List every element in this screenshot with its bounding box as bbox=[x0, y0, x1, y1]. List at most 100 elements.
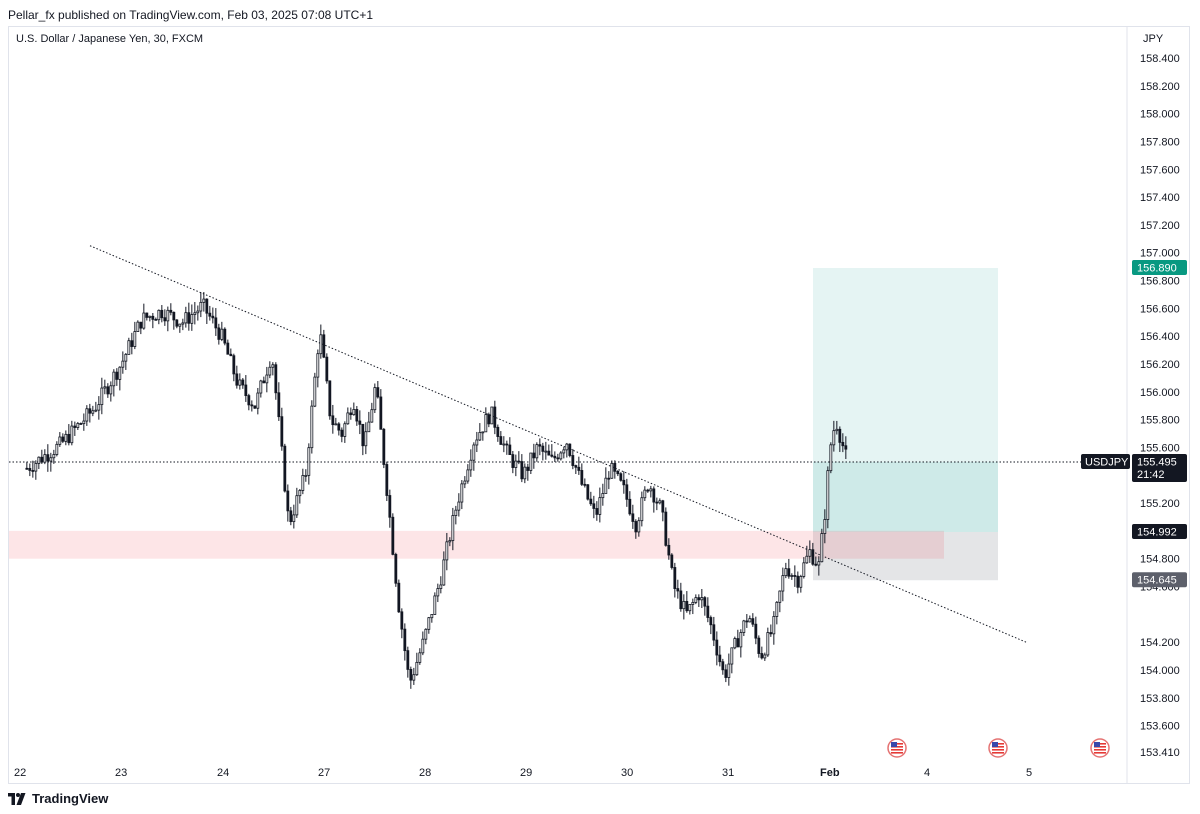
candle-body bbox=[556, 457, 560, 460]
candle-body bbox=[82, 420, 86, 425]
candle-body bbox=[94, 409, 98, 412]
x-tick-label: 30 bbox=[621, 767, 633, 779]
candle-body bbox=[520, 461, 524, 480]
candle-body bbox=[79, 423, 83, 425]
y-tick-label: 155.800 bbox=[1140, 415, 1180, 427]
candle-body bbox=[760, 653, 764, 659]
candle-body bbox=[232, 355, 236, 375]
candle-body bbox=[247, 395, 251, 406]
candle-body bbox=[574, 465, 578, 468]
candle-body bbox=[829, 444, 833, 472]
x-tick-label: 29 bbox=[520, 767, 532, 779]
y-tick-label: 154.800 bbox=[1140, 554, 1180, 566]
us-flag-icon[interactable] bbox=[1090, 738, 1110, 758]
candle-body bbox=[538, 444, 542, 447]
x-tick-label: 27 bbox=[318, 767, 330, 779]
x-tick-label: Feb bbox=[820, 767, 840, 779]
candle-body bbox=[523, 466, 527, 480]
us-flag-icon[interactable] bbox=[988, 738, 1008, 758]
y-tick-label: 157.600 bbox=[1140, 164, 1180, 176]
candle-body bbox=[253, 405, 257, 409]
candle-body bbox=[502, 443, 506, 446]
candle-body bbox=[475, 439, 479, 446]
candle-body bbox=[283, 445, 287, 492]
candle-body bbox=[532, 452, 536, 459]
candle-body bbox=[583, 483, 587, 486]
candle-body bbox=[442, 559, 446, 586]
candle-body bbox=[154, 318, 158, 321]
candle-body bbox=[310, 405, 314, 449]
candle-body bbox=[133, 331, 137, 347]
candle-body bbox=[322, 334, 326, 358]
candle-body bbox=[202, 298, 206, 303]
candle-body bbox=[733, 638, 737, 649]
symbol-title: U.S. Dollar / Japanese Yen, 30, FXCM bbox=[16, 33, 204, 45]
y-tick-label: 153.410 bbox=[1140, 747, 1180, 759]
candle-body bbox=[181, 322, 185, 325]
candle-body bbox=[694, 597, 698, 603]
candle-body bbox=[301, 475, 305, 491]
candle-body bbox=[268, 366, 272, 376]
candle-body bbox=[781, 575, 785, 592]
candle-body bbox=[820, 533, 824, 563]
y-tick-label: 155.200 bbox=[1140, 498, 1180, 510]
footer-brand[interactable]: TradingView bbox=[8, 791, 108, 806]
candle-body bbox=[256, 392, 260, 409]
tradingview-logo-icon bbox=[8, 792, 26, 805]
us-flag-icon[interactable] bbox=[887, 738, 907, 758]
candle-body bbox=[799, 576, 803, 588]
candle-body bbox=[70, 425, 74, 444]
candle-body bbox=[103, 386, 107, 389]
candle-body bbox=[328, 380, 332, 417]
candle-body bbox=[250, 404, 254, 407]
candle-body bbox=[151, 315, 155, 320]
candle-body bbox=[142, 312, 146, 329]
candle-body bbox=[472, 444, 476, 461]
y-tick-label: 156.600 bbox=[1140, 303, 1180, 315]
candle-body bbox=[49, 457, 53, 462]
candle-body bbox=[277, 392, 281, 418]
entry-price-label-bg bbox=[1132, 523, 1187, 539]
candle-body bbox=[229, 353, 233, 357]
candle-body bbox=[433, 595, 437, 615]
candle-body bbox=[61, 436, 65, 442]
candle-body bbox=[604, 477, 608, 494]
candle-body bbox=[565, 443, 569, 451]
candle-body bbox=[724, 669, 728, 678]
candle-body bbox=[163, 317, 167, 322]
candle-body bbox=[418, 652, 422, 663]
candle-body bbox=[544, 450, 548, 453]
candle-body bbox=[589, 498, 593, 505]
candle-body bbox=[349, 412, 353, 416]
candle-body bbox=[745, 620, 749, 623]
candle-body bbox=[31, 470, 35, 472]
candle-body bbox=[262, 380, 266, 384]
candle-body bbox=[844, 445, 848, 450]
candle-body bbox=[58, 436, 62, 445]
candle-body bbox=[199, 301, 203, 312]
candle-body bbox=[739, 632, 743, 648]
candle-body bbox=[634, 521, 638, 533]
candle-body bbox=[835, 428, 839, 432]
candle-body bbox=[166, 309, 170, 322]
candle-body bbox=[304, 474, 308, 477]
candle-body bbox=[679, 590, 683, 610]
open-profit-zone bbox=[813, 462, 998, 532]
x-tick-label: 28 bbox=[419, 767, 431, 779]
candle-body bbox=[640, 497, 644, 522]
candle-body bbox=[214, 317, 218, 329]
candle-body bbox=[646, 489, 650, 492]
candle-body bbox=[370, 409, 374, 423]
candle-body bbox=[445, 541, 449, 561]
candle-body bbox=[205, 298, 209, 314]
candle-body bbox=[466, 469, 470, 482]
candle-body bbox=[415, 661, 419, 676]
symbol-label: USDJPY bbox=[1085, 457, 1129, 469]
candle-body bbox=[115, 371, 119, 380]
candle-body bbox=[319, 334, 323, 355]
candle-body bbox=[25, 467, 29, 470]
candle-body bbox=[172, 311, 176, 321]
y-tick-label: 157.400 bbox=[1140, 192, 1180, 204]
candle-body bbox=[625, 484, 629, 500]
